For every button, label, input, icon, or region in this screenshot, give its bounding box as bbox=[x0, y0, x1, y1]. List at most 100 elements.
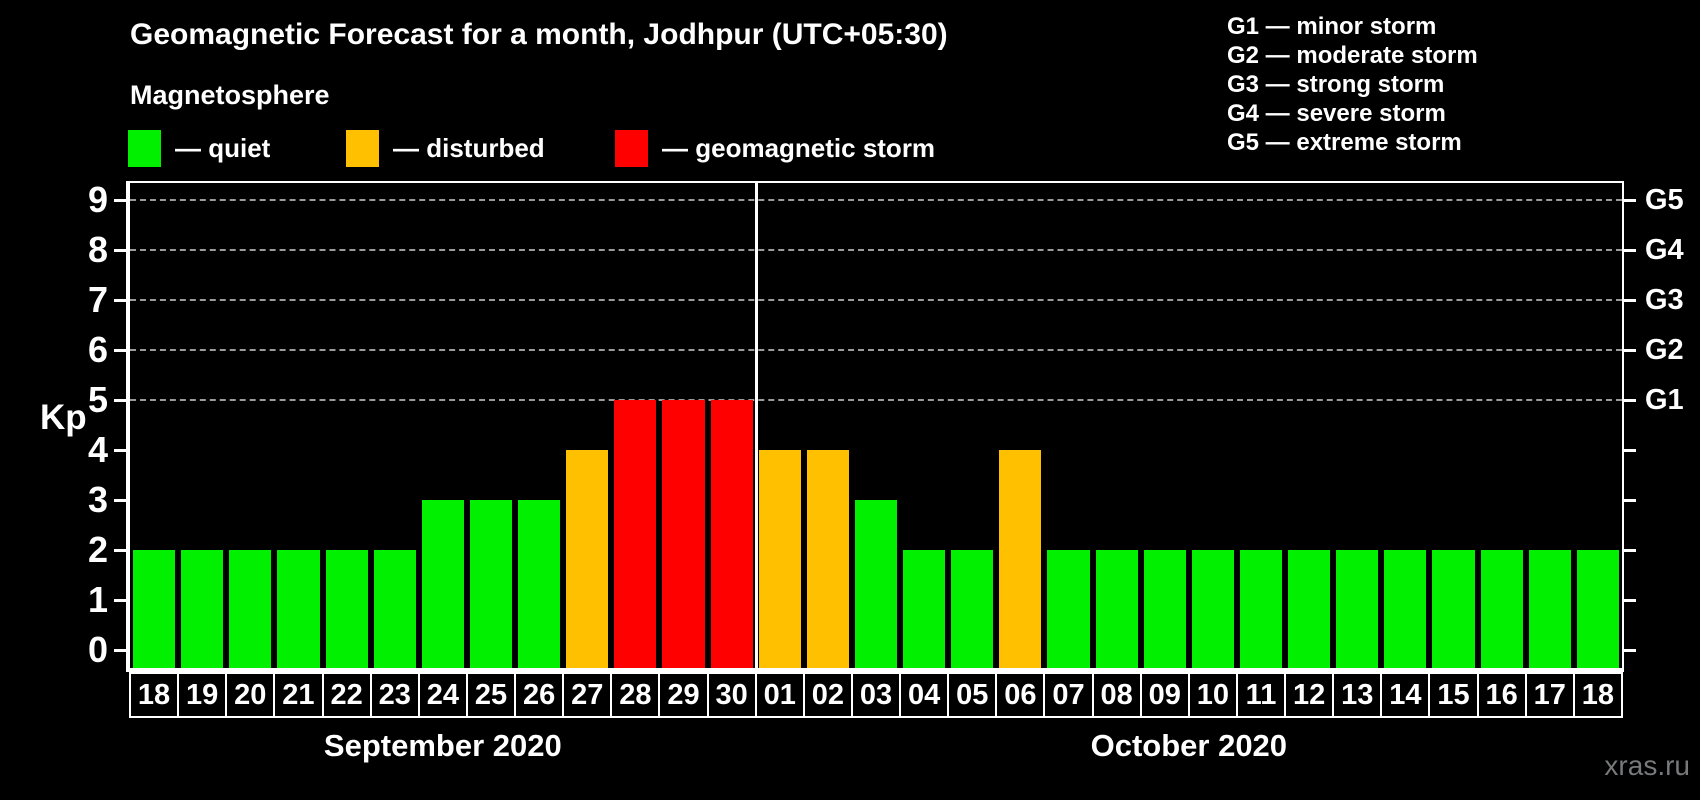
kp-bar bbox=[662, 400, 705, 668]
watermark: xras.ru bbox=[1604, 750, 1690, 781]
y-axis-tick bbox=[114, 549, 126, 552]
kp-bar bbox=[1432, 550, 1475, 668]
gridline-kp-6 bbox=[130, 349, 1622, 351]
kp-bar bbox=[421, 500, 464, 668]
kp-bar bbox=[854, 500, 898, 668]
date-label-box: 09 bbox=[1139, 672, 1190, 718]
legend-item-quiet: — quiet bbox=[128, 130, 270, 167]
right-axis-tick bbox=[1624, 349, 1636, 352]
kp-bar bbox=[1336, 550, 1379, 668]
date-label-box: 21 bbox=[273, 672, 324, 718]
g-level-label: G5 bbox=[1645, 184, 1684, 216]
y-axis-tick-label: 7 bbox=[87, 279, 108, 320]
kp-bar bbox=[951, 550, 994, 668]
g-level-label: G1 bbox=[1645, 384, 1684, 416]
gridline-kp-5 bbox=[130, 399, 1622, 401]
storm-scale-legend: G1 — minor storm G2 — moderate storm G3 — … bbox=[1227, 12, 1478, 157]
date-label-box: 26 bbox=[514, 672, 565, 718]
date-label-box: 06 bbox=[995, 672, 1046, 718]
kp-bar bbox=[325, 550, 368, 668]
kp-bar bbox=[469, 500, 513, 668]
kp-bar bbox=[518, 500, 561, 668]
legend-item-disturbed: — disturbed bbox=[346, 130, 545, 167]
y-axis-title: Kp bbox=[40, 398, 87, 437]
date-label-box: 25 bbox=[465, 672, 517, 718]
storm-scale-line: G1 — minor storm bbox=[1227, 13, 1437, 40]
right-axis-tick bbox=[1624, 649, 1636, 652]
storm-swatch-icon bbox=[615, 130, 648, 167]
kp-bar bbox=[614, 400, 657, 668]
kp-bar bbox=[1095, 550, 1138, 668]
date-label-box: 15 bbox=[1428, 672, 1479, 718]
y-axis-tick bbox=[114, 349, 126, 352]
kp-bar bbox=[1288, 550, 1331, 668]
right-axis-tick bbox=[1624, 599, 1636, 602]
kp-bar bbox=[1143, 550, 1186, 668]
kp-bar bbox=[999, 450, 1042, 668]
legend-item-storm: — geomagnetic storm bbox=[615, 130, 935, 167]
y-axis-tick-label: 9 bbox=[87, 179, 108, 220]
right-axis-tick bbox=[1624, 399, 1636, 402]
legend-item-label: — quiet bbox=[175, 133, 271, 163]
y-axis-tick bbox=[114, 599, 126, 602]
plot-area bbox=[126, 181, 1624, 672]
y-axis-tick bbox=[114, 199, 126, 202]
legend-item-label: — geomagnetic storm bbox=[662, 133, 936, 163]
g-level-label: G3 bbox=[1645, 284, 1684, 316]
date-label-box: 30 bbox=[706, 672, 757, 718]
date-label-box: 07 bbox=[1043, 672, 1094, 718]
month-label: October 2020 bbox=[1090, 728, 1288, 763]
date-label-box: 02 bbox=[802, 672, 853, 718]
right-axis-tick bbox=[1624, 299, 1636, 302]
month-separator-line bbox=[754, 183, 758, 668]
storm-scale-line: G5 — extreme storm bbox=[1227, 129, 1462, 156]
date-label-box: 17 bbox=[1524, 672, 1575, 718]
page-title: Geomagnetic Forecast for a month, Jodhpu… bbox=[130, 18, 948, 51]
storm-scale-line: G3 — strong storm bbox=[1227, 71, 1445, 98]
date-label-box: 27 bbox=[562, 672, 613, 718]
kp-bar bbox=[181, 550, 224, 668]
date-label-box: 04 bbox=[899, 672, 950, 718]
y-axis-tick-label: 6 bbox=[87, 329, 108, 370]
kp-bar bbox=[1191, 550, 1234, 668]
date-label-box: 11 bbox=[1235, 672, 1287, 718]
g-level-label: G4 bbox=[1645, 234, 1684, 266]
gridline-kp-7 bbox=[130, 299, 1622, 301]
y-axis-tick bbox=[114, 249, 126, 252]
kp-bar bbox=[1576, 550, 1619, 668]
date-label-box: 16 bbox=[1476, 672, 1527, 718]
y-axis-tick-label: 3 bbox=[87, 479, 108, 520]
y-axis-tick-label: 0 bbox=[87, 629, 108, 670]
date-label-box: 23 bbox=[369, 672, 420, 718]
kp-bar bbox=[1480, 550, 1523, 668]
gridline-kp-8 bbox=[130, 249, 1622, 251]
kp-bar bbox=[710, 400, 753, 668]
kp-bar bbox=[1528, 550, 1571, 668]
x-axis-date-labels: 18 19 20 21 22 23 24 25 26 27 28 29 30 01 02 03 04 05 06 07… bbox=[129, 672, 1623, 718]
date-label-box: 01 bbox=[754, 672, 805, 718]
storm-scale-line: G4 — severe storm bbox=[1227, 100, 1446, 127]
date-label-box: 29 bbox=[658, 672, 709, 718]
date-label-box: 28 bbox=[610, 672, 661, 718]
kp-bar bbox=[1384, 550, 1427, 668]
kp-bar bbox=[806, 450, 849, 668]
y-axis-tick bbox=[114, 649, 126, 652]
date-label-box: 24 bbox=[417, 672, 468, 718]
y-axis-tick bbox=[114, 399, 126, 402]
y-axis-tick bbox=[114, 499, 126, 502]
date-label-box: 03 bbox=[850, 672, 902, 718]
legend-item-label: — disturbed bbox=[393, 133, 545, 163]
gridline-kp-9 bbox=[130, 199, 1622, 201]
date-label-box: 12 bbox=[1284, 672, 1335, 718]
disturbed-swatch-icon bbox=[346, 130, 379, 167]
right-axis-tick bbox=[1624, 199, 1636, 202]
kp-bar bbox=[566, 450, 609, 668]
right-axis-tick bbox=[1624, 549, 1636, 552]
kp-bar bbox=[229, 550, 272, 668]
kp-bar bbox=[277, 550, 320, 668]
date-label-box: 20 bbox=[225, 672, 276, 718]
kp-bar bbox=[133, 550, 176, 668]
y-axis-tick-label: 1 bbox=[87, 579, 108, 620]
quiet-swatch-icon bbox=[128, 130, 161, 167]
